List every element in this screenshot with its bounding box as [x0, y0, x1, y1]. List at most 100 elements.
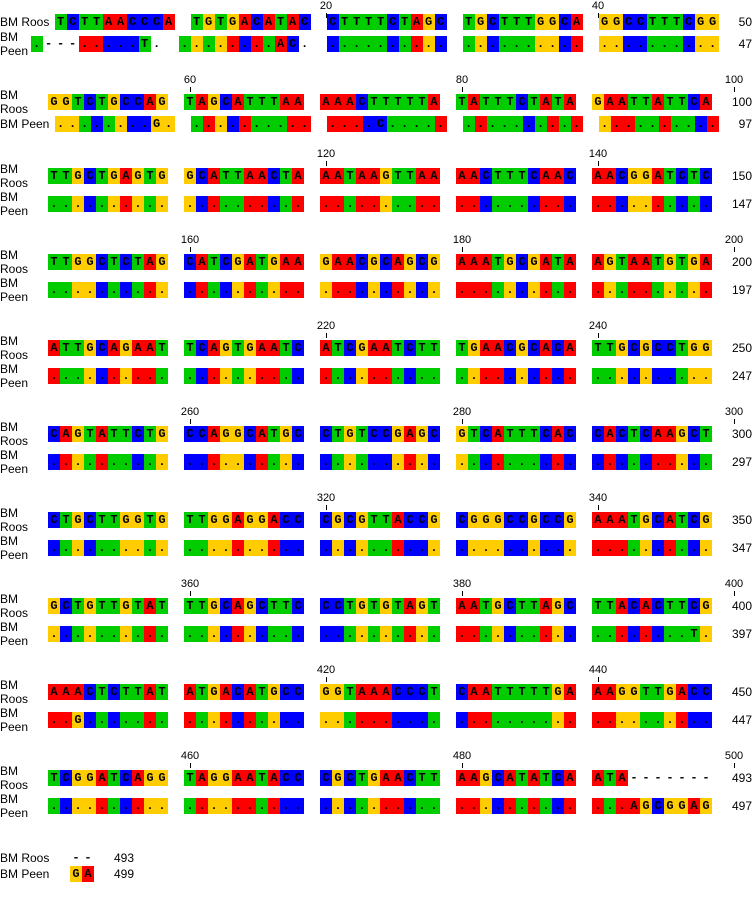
base-cell: A — [208, 426, 220, 442]
base-cell: . — [84, 368, 96, 384]
base-cell: A — [480, 340, 492, 356]
base-cell: . — [84, 454, 96, 470]
base-cell: T — [428, 684, 440, 700]
sequence-end-position: 493 — [114, 850, 134, 866]
base-cell: A — [616, 770, 628, 786]
ruler-tick-label: 60 — [184, 74, 196, 86]
base-cell: C — [60, 598, 72, 614]
base-cell: . — [227, 116, 239, 132]
sequence-block: ........T. — [592, 626, 712, 642]
base-cell: . — [552, 712, 564, 728]
base-cell: . — [120, 454, 132, 470]
base-cell: G — [120, 512, 132, 528]
sequence-label: BM Peen — [0, 534, 48, 562]
base-cell: A — [404, 598, 416, 614]
base-cell: . — [120, 196, 132, 212]
sequence-end-position: 197 — [732, 282, 752, 298]
base-cell: C — [487, 14, 499, 30]
sequence-label: BM Peen — [0, 792, 48, 820]
base-cell: . — [356, 454, 368, 470]
sequence-block: .......... — [592, 454, 712, 470]
base-cell: . — [184, 540, 196, 556]
sequence-block: .......... — [592, 540, 712, 556]
base-cell: . — [244, 196, 256, 212]
sequence-blocks: ........................................… — [48, 196, 728, 212]
base-cell: . — [220, 282, 232, 298]
base-cell: G — [208, 770, 220, 786]
base-cell: . — [356, 712, 368, 728]
base-cell: T — [676, 254, 688, 270]
base-cell: C — [504, 512, 516, 528]
base-cell: A — [108, 340, 120, 356]
base-cell: . — [356, 282, 368, 298]
base-cell: T — [344, 684, 356, 700]
base-cell: - — [688, 770, 700, 786]
base-cell: . — [640, 282, 652, 298]
base-cell: A — [652, 168, 664, 184]
base-cell: T — [647, 14, 659, 30]
base-cell: . — [676, 282, 688, 298]
base-cell: . — [387, 36, 399, 52]
base-cell: . — [688, 540, 700, 556]
base-cell: T — [604, 770, 616, 786]
base-cell: . — [292, 626, 304, 642]
base-cell: . — [263, 36, 275, 52]
base-cell: T — [616, 254, 628, 270]
base-cell: T — [528, 598, 540, 614]
base-cell: . — [115, 36, 127, 52]
base-cell: A — [688, 798, 700, 814]
base-cell: A — [592, 512, 604, 528]
base-cell: C — [299, 14, 311, 30]
base-cell: . — [411, 116, 423, 132]
base-cell: A — [540, 340, 552, 356]
base-cell: . — [327, 116, 339, 132]
base-cell: . — [552, 368, 564, 384]
base-cell: A — [640, 598, 652, 614]
base-cell: . — [599, 116, 611, 132]
base-cell: . — [492, 798, 504, 814]
base-cell: G — [203, 14, 215, 30]
base-cell: G — [156, 254, 168, 270]
base-cell: . — [480, 196, 492, 212]
base-cell: A — [564, 254, 576, 270]
alignment-group: 2040BM RoosTCTTAACCCATGTGACATACCTTTTCTAG… — [0, 0, 752, 58]
base-cell: . — [380, 798, 392, 814]
base-cell: . — [416, 626, 428, 642]
base-cell: . — [203, 116, 215, 132]
base-cell: . — [215, 36, 227, 52]
base-cell: . — [492, 282, 504, 298]
base-cell: A — [120, 168, 132, 184]
base-cell: . — [84, 282, 96, 298]
base-cell: . — [628, 368, 640, 384]
base-cell: G — [547, 14, 559, 30]
base-cell: G — [108, 94, 120, 110]
base-cell: . — [552, 454, 564, 470]
base-cell: A — [275, 36, 287, 52]
base-cell: T — [72, 340, 84, 356]
base-cell: . — [84, 712, 96, 728]
base-cell: T — [108, 770, 120, 786]
base-cell: . — [356, 798, 368, 814]
base-cell: T — [220, 168, 232, 184]
base-cell: T — [108, 426, 120, 442]
ruler-tick-label: 500 — [725, 750, 743, 762]
base-cell: . — [332, 196, 344, 212]
ruler-tickmark — [462, 591, 463, 596]
base-cell: . — [652, 368, 664, 384]
base-cell: . — [392, 626, 404, 642]
base-cell: . — [232, 454, 244, 470]
sequence-row: BM RoosCAGTATTCTGCCAGGCATGCCTGTCCGAGCGTC… — [0, 420, 752, 448]
base-cell: . — [191, 116, 203, 132]
base-cell: . — [468, 540, 480, 556]
sequence-block: TGTGACATAC — [191, 14, 311, 30]
base-cell: . — [700, 712, 712, 728]
base-cell: G — [70, 866, 82, 882]
base-cell: C — [244, 426, 256, 442]
base-cell: . — [480, 712, 492, 728]
base-cell: C — [292, 684, 304, 700]
base-cell: . — [664, 712, 676, 728]
base-cell: . — [688, 712, 700, 728]
base-cell: . — [511, 36, 523, 52]
base-cell: G — [404, 254, 416, 270]
base-cell: C — [251, 14, 263, 30]
